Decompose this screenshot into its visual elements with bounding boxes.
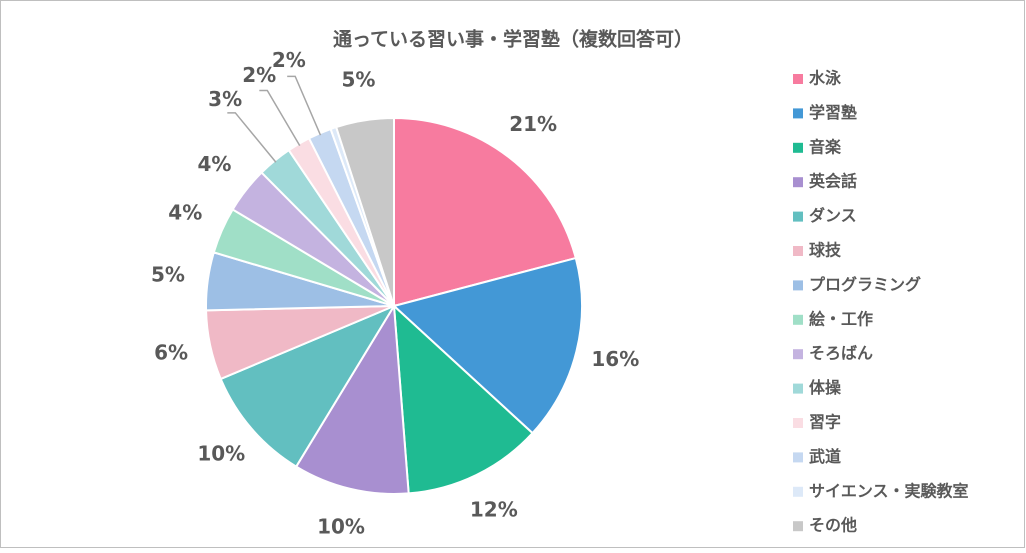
legend-label: サイエンス・実験教室 bbox=[809, 481, 969, 500]
legend-swatch bbox=[793, 280, 803, 291]
legend-label: 水泳 bbox=[809, 69, 842, 88]
leader-line bbox=[227, 112, 277, 163]
data-label: 4% bbox=[197, 152, 231, 176]
pie-slice bbox=[391, 256, 583, 435]
legend-label: 絵・工作 bbox=[809, 309, 873, 328]
leader-line bbox=[287, 75, 322, 136]
legend-swatch bbox=[793, 418, 803, 428]
pie-slice bbox=[294, 302, 410, 495]
legend-swatch bbox=[793, 74, 803, 84]
pie-slice bbox=[219, 303, 397, 468]
chart-title: 通っている習い事・学習塾（複数回答可） bbox=[333, 28, 693, 51]
legend-swatch bbox=[793, 177, 803, 188]
legend-swatch bbox=[793, 349, 803, 360]
legend-label: 武道 bbox=[809, 447, 841, 466]
data-label: 3% bbox=[208, 87, 242, 111]
data-label: 4% bbox=[168, 201, 202, 225]
data-label: 5% bbox=[151, 262, 185, 286]
legend-label: 英会話 bbox=[808, 172, 857, 191]
pie-slice bbox=[334, 116, 395, 307]
data-label: 10% bbox=[317, 514, 365, 538]
legend-swatch bbox=[793, 314, 803, 325]
data-label: 10% bbox=[197, 441, 245, 465]
legend-swatch bbox=[793, 108, 803, 119]
legend-swatch bbox=[793, 142, 803, 153]
leader-line bbox=[259, 89, 301, 147]
legend-swatch bbox=[793, 486, 803, 497]
data-label: 2% bbox=[272, 48, 306, 72]
legend-swatch bbox=[793, 211, 803, 222]
legend-label: ダンス bbox=[809, 206, 857, 225]
legend-label: 体操 bbox=[809, 378, 842, 397]
data-label: 6% bbox=[154, 340, 188, 364]
legend-swatch bbox=[793, 452, 803, 463]
legend-label: 習字 bbox=[809, 413, 841, 432]
data-label: 21% bbox=[509, 112, 557, 136]
legend-label: 学習塾 bbox=[809, 103, 857, 122]
legend-label: 球技 bbox=[809, 241, 842, 260]
legend-label: そろばん bbox=[809, 344, 873, 363]
data-label: 12% bbox=[470, 497, 518, 521]
pie-slice bbox=[393, 116, 578, 308]
legend-label: プログラミング bbox=[809, 275, 921, 294]
data-label: 2% bbox=[242, 63, 276, 87]
legend-swatch bbox=[793, 383, 803, 394]
pie-slice bbox=[392, 303, 534, 495]
legend-swatch bbox=[793, 521, 803, 532]
legend-label: その他 bbox=[809, 516, 857, 535]
legend-label: 音楽 bbox=[809, 137, 842, 156]
data-label: 16% bbox=[591, 347, 639, 371]
data-label: 5% bbox=[342, 67, 376, 91]
legend-swatch bbox=[793, 246, 803, 256]
